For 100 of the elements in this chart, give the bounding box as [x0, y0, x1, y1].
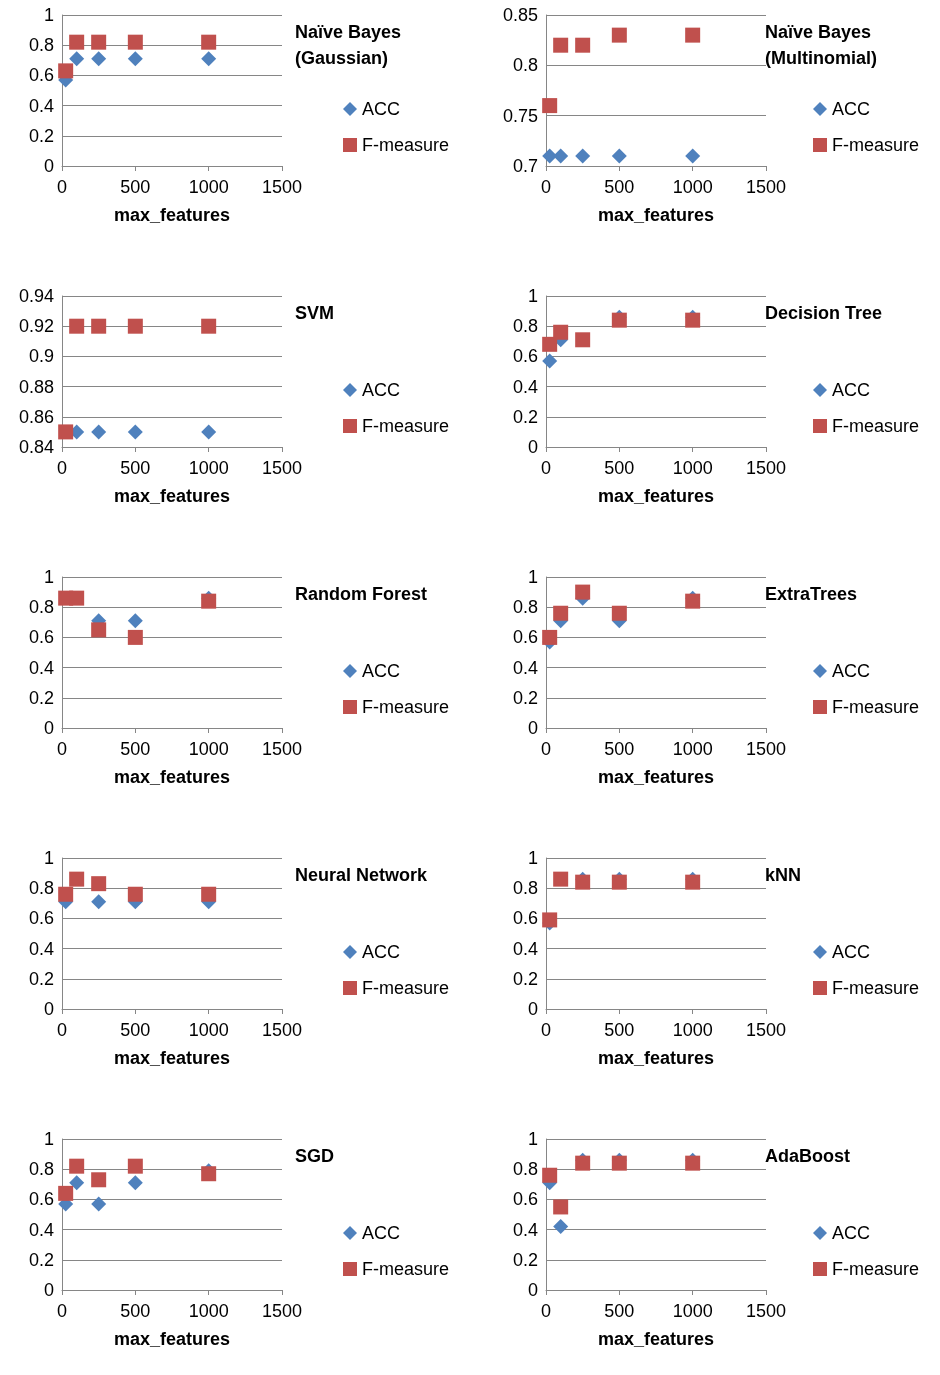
x-tick-label: 1500: [261, 1301, 303, 1321]
y-tick-label: 0.2: [28, 125, 54, 146]
y-tick-label: 0.8: [28, 597, 54, 618]
x-axis-title: max_features: [113, 1048, 231, 1068]
legend-label: ACC: [362, 942, 401, 962]
x-tick-label: 1500: [261, 1020, 303, 1040]
point: [575, 148, 591, 164]
y-tick-label: 0.6: [512, 346, 538, 367]
point: [127, 51, 143, 67]
point: [553, 37, 569, 53]
legend-label: F-measure: [832, 135, 920, 155]
point: [91, 34, 107, 50]
point: [127, 34, 143, 50]
y-tick-label: 0.8: [28, 878, 54, 899]
x-axis-title: max_features: [113, 486, 231, 506]
text: AdaBoost: [765, 1146, 850, 1166]
y-tick-label: 0.94: [18, 286, 54, 306]
legend-label: F-measure: [362, 416, 450, 436]
x-tick-label: 1000: [672, 739, 713, 759]
legend-label: ACC: [832, 380, 871, 400]
y-tick-label: 0.4: [28, 95, 54, 116]
y-tick-label: 1: [43, 567, 54, 587]
legend-label: ACC: [362, 380, 401, 400]
point: [69, 34, 85, 50]
x-tick-label: 0: [56, 1301, 68, 1321]
x-tick-label: 500: [120, 1020, 151, 1040]
y-tick-label: 0: [43, 999, 54, 1019]
text: Random Forest: [295, 584, 428, 604]
x-axis-title: max_features: [597, 1329, 715, 1349]
y-tick-label: 0: [43, 1280, 54, 1300]
y-tick-label: 1: [43, 5, 54, 25]
x-tick-label: 1500: [261, 739, 303, 759]
point: [553, 1219, 569, 1235]
x-tick-label: 1500: [745, 1020, 787, 1040]
x-tick-label: 500: [604, 1301, 635, 1321]
y-tick-label: 1: [527, 567, 538, 587]
point: [69, 1158, 85, 1174]
y-tick-label: 0.6: [28, 627, 54, 648]
point: [91, 1196, 107, 1212]
point: [611, 148, 627, 164]
x-axis-title: max_features: [597, 205, 715, 225]
point: [127, 886, 143, 902]
x-tick-label: 0: [540, 739, 552, 759]
point: [91, 622, 107, 638]
chart-title: kNN: [765, 865, 802, 885]
y-tick-label: 0.6: [512, 1189, 538, 1210]
x-axis-title: max_features: [597, 1048, 715, 1068]
point: [542, 353, 558, 369]
legend-label: F-measure: [832, 1259, 920, 1279]
y-tick-label: 0: [527, 1280, 538, 1300]
point: [611, 27, 627, 43]
y-tick-label: 0.4: [28, 938, 54, 959]
y-tick-label: 0.4: [512, 376, 538, 397]
y-tick-label: 0.2: [28, 687, 54, 708]
legend-label: ACC: [832, 99, 871, 119]
point: [91, 894, 107, 910]
x-axis-title: max_features: [113, 767, 231, 787]
x-tick-label: 1000: [672, 1020, 713, 1040]
y-tick-label: 0.8: [512, 1159, 538, 1180]
y-tick-label: 0.2: [512, 1249, 538, 1270]
legend-label: F-measure: [832, 416, 920, 436]
x-tick-label: 500: [604, 1020, 635, 1040]
point: [542, 336, 558, 352]
x-tick-label: 0: [56, 1020, 68, 1040]
text: ExtraTrees: [765, 584, 858, 604]
y-tick-label: 0.8: [512, 316, 538, 337]
x-tick-label: 0: [540, 458, 552, 478]
y-tick-label: 0.2: [512, 687, 538, 708]
point: [685, 148, 701, 164]
point: [91, 876, 107, 892]
x-tick-label: 0: [56, 739, 68, 759]
x-tick-label: 1500: [745, 458, 787, 478]
y-tick-label: 0.86: [18, 406, 54, 427]
point: [553, 605, 569, 621]
point: [127, 629, 143, 645]
point: [575, 584, 591, 600]
y-tick-label: 0.6: [28, 65, 54, 86]
y-tick-label: 1: [527, 286, 538, 306]
point: [685, 27, 701, 43]
point: [69, 51, 85, 67]
y-tick-label: 0.88: [18, 376, 54, 397]
y-tick-label: 0.4: [512, 657, 538, 678]
x-tick-label: 500: [120, 458, 151, 478]
y-tick-label: 0.2: [28, 968, 54, 989]
point: [201, 34, 217, 50]
y-tick-label: 1: [527, 848, 538, 868]
point: [69, 1175, 85, 1191]
y-tick-label: 0.84: [18, 437, 54, 457]
point: [553, 324, 569, 340]
point: [542, 98, 558, 114]
x-tick-label: 0: [56, 458, 68, 478]
y-tick-label: 0.6: [28, 908, 54, 929]
point: [127, 1175, 143, 1191]
legend-label: F-measure: [362, 1259, 450, 1279]
x-axis-title: max_features: [113, 205, 231, 225]
x-tick-label: 1000: [672, 458, 713, 478]
point: [542, 1167, 558, 1183]
y-tick-label: 0: [527, 718, 538, 738]
x-tick-label: 500: [120, 739, 151, 759]
point: [553, 148, 569, 164]
